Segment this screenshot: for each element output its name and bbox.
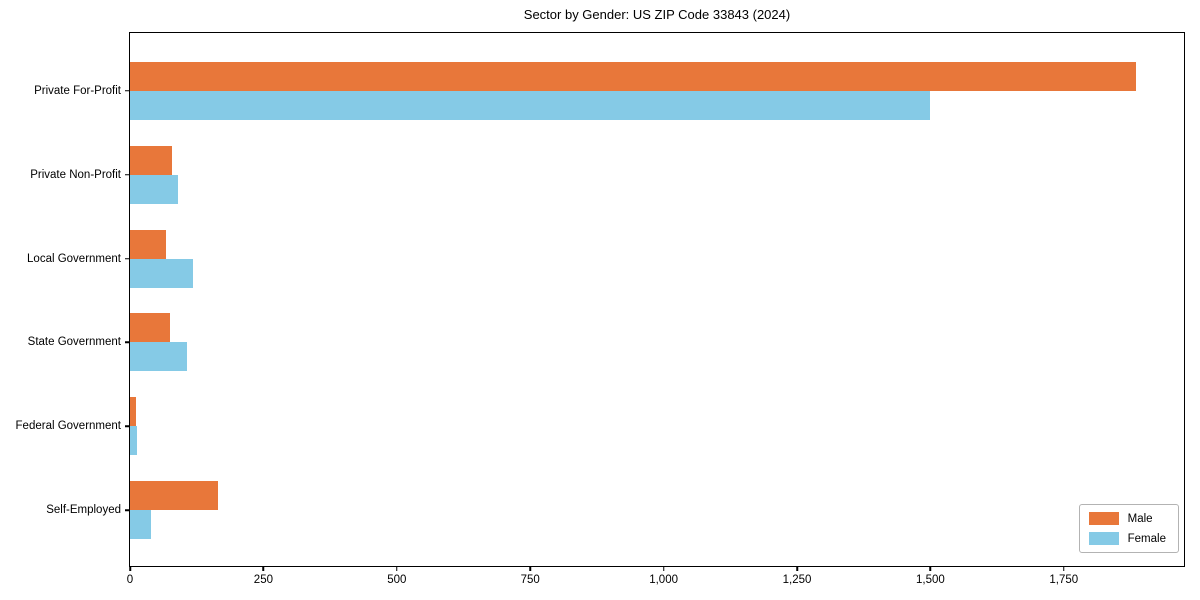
legend-label-female: Female [1127, 532, 1166, 545]
plot-area: Private For-Profit Private Non-Profit Loca… [16, 32, 1185, 586]
legend-item-female: Female [1088, 532, 1166, 545]
y-tick-mark-federal-government [125, 425, 130, 428]
legend-label-male: Male [1127, 512, 1153, 525]
y-tick-label-local-government: Local Government [27, 252, 121, 265]
x-tick-mark-750 [529, 566, 531, 571]
y-tick-label-federal-government: Federal Government [15, 420, 121, 433]
legend-swatch-male [1088, 512, 1119, 525]
x-tick-mark-1500 [929, 566, 932, 571]
x-tick-label-250: 250 [253, 574, 273, 586]
y-tick-mark-state-government [125, 341, 130, 344]
bar-female-private-non-profit [130, 174, 178, 204]
bar-male-local-government [130, 229, 167, 259]
bar-male-state-government [130, 313, 170, 343]
bar-female-state-government [130, 342, 188, 372]
x-tick-label-750: 750 [520, 574, 540, 586]
x-tick-mark-250 [262, 566, 265, 571]
x-tick-mark-1000 [662, 566, 665, 571]
legend: Male Female [1078, 504, 1179, 553]
y-tick-label-private-non-profit: Private Non-Profit [30, 168, 121, 181]
bar-male-private-for-profit [130, 61, 1136, 91]
y-tick-mark-local-government [125, 257, 130, 260]
legend-item-male: Male [1088, 512, 1166, 525]
bar-female-local-government [130, 258, 193, 288]
y-tick-label-state-government: State Government [27, 336, 121, 349]
x-tick-label-0: 0 [126, 574, 134, 586]
chart-title: Sector by Gender: US ZIP Code 33843 (202… [523, 7, 791, 22]
y-tick-label-self-employed: Self-Employed [46, 504, 121, 517]
y-tick-mark-private-non-profit [125, 174, 130, 176]
y-tick-mark-self-employed [125, 509, 130, 511]
bar-male-private-non-profit [130, 145, 172, 175]
bar-male-federal-government [130, 397, 137, 427]
y-tick-mark-private-for-profit [125, 90, 130, 92]
x-tick-label-1000: 1,000 [649, 574, 678, 586]
x-tick-mark-1750 [1063, 566, 1065, 571]
bar-male-self-employed [130, 481, 218, 511]
x-tick-mark-500 [396, 566, 398, 571]
bar-female-self-employed [130, 510, 152, 540]
x-tick-label-500: 500 [387, 574, 407, 586]
x-tick-mark-1250 [796, 566, 798, 571]
legend-swatch-female [1088, 532, 1119, 545]
x-tick-mark-0 [129, 566, 131, 571]
bar-female-federal-government [130, 426, 137, 456]
y-tick-label-private-for-profit: Private For-Profit [34, 84, 121, 97]
x-tick-label-1500: 1,500 [916, 574, 945, 586]
x-tick-label-1250: 1,250 [782, 574, 812, 586]
x-tick-label-1750: 1,750 [1049, 574, 1079, 586]
bar-female-private-for-profit [130, 90, 931, 120]
